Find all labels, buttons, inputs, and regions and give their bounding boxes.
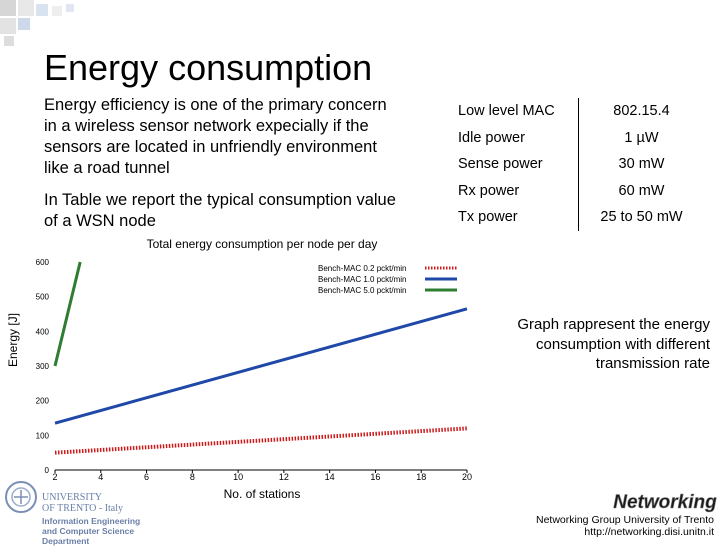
table-cell-value: 1 µW: [624, 129, 659, 146]
networking-logo-text: Networking: [613, 492, 717, 513]
table-row: Idle power 1 µW: [448, 124, 704, 151]
y-tick-label: 500: [36, 293, 50, 302]
x-tick-label: 6: [144, 472, 149, 482]
graph-description: Graph rappresent the energy consumption …: [517, 316, 710, 372]
x-tick-label: 8: [190, 472, 195, 482]
table-row: Sense power 30 mW: [448, 151, 704, 178]
series-line-3: [53, 261, 82, 367]
group-name: Networking Group University of Trento: [536, 514, 714, 526]
legend-entry-label: Bench-MAC 0.2 pckt/min: [318, 264, 406, 273]
group-url[interactable]: http://networking.disi.unitn.it: [584, 526, 714, 538]
consumption-table: Low level MAC 802.15.4 Idle power 1 µW S…: [448, 98, 704, 231]
department-line2: and Computer Science Department: [42, 526, 135, 546]
table-cell-label: Sense power: [448, 151, 579, 178]
table-row: Rx power 60 mW: [448, 177, 704, 204]
table-row: Low level MAC 802.15.4: [448, 98, 704, 125]
chart-y-axis-label: Energy [J]: [6, 313, 20, 367]
x-tick-label: 18: [416, 472, 426, 482]
series-line-1: [54, 426, 468, 455]
footer-credits: Networking Group University of Trento ht…: [536, 514, 714, 538]
table-cell-value: 802.15.4: [613, 103, 670, 120]
table-cell-value: 25 to 50 mW: [600, 209, 683, 226]
intro-paragraph: Energy efficiency is one of the primary …: [44, 96, 387, 177]
x-tick-label: 14: [325, 472, 335, 482]
table-reference-paragraph: In Table we report the typical consumpti…: [44, 191, 396, 230]
university-city: OF TRENTO - Italy: [42, 503, 124, 514]
y-tick-label: 300: [36, 362, 50, 371]
table-cell-label: Low level MAC: [448, 98, 579, 125]
series-line-2: [54, 307, 468, 425]
chart-title: Total energy consumption per node per da…: [147, 237, 378, 251]
slide-title: Energy consumption: [44, 47, 373, 88]
y-tick-label: 100: [36, 431, 50, 440]
table-cell-label: Idle power: [448, 124, 579, 151]
university-logo: UNIVERSITY OF TRENTO - Italy Information…: [4, 480, 164, 546]
chart-x-axis-label: No. of stations: [224, 487, 301, 501]
y-tick-label: 0: [45, 466, 50, 475]
y-tick-label: 400: [36, 327, 50, 336]
energy-chart: Total energy consumption per node per da…: [6, 237, 472, 501]
x-tick-label: 12: [279, 472, 289, 482]
decorative-squares: [0, 0, 74, 46]
table-cell-label: Rx power: [448, 177, 579, 204]
table-cell-value: 60 mW: [618, 182, 665, 199]
university-seal-icon: [5, 481, 37, 513]
x-tick-label: 10: [233, 472, 243, 482]
y-tick-label: 200: [36, 397, 50, 406]
x-tick-label: 2: [52, 472, 57, 482]
x-tick-label: 20: [462, 472, 472, 482]
table-cell-label: Tx power: [448, 204, 579, 231]
table-cell-value: 30 mW: [618, 156, 665, 173]
legend-entry-label: Bench-MAC 5.0 pckt/min: [318, 286, 406, 295]
table-row: Tx power 25 to 50 mW: [448, 204, 704, 231]
networking-logo: Networking: [612, 488, 718, 514]
legend-entry-label: Bench-MAC 1.0 pckt/min: [318, 275, 406, 284]
x-tick-label: 16: [370, 472, 380, 482]
y-tick-label: 600: [36, 258, 50, 267]
x-tick-label: 4: [98, 472, 103, 482]
university-name: UNIVERSITY: [42, 492, 102, 503]
department-line1: Information Engineering: [42, 516, 141, 526]
